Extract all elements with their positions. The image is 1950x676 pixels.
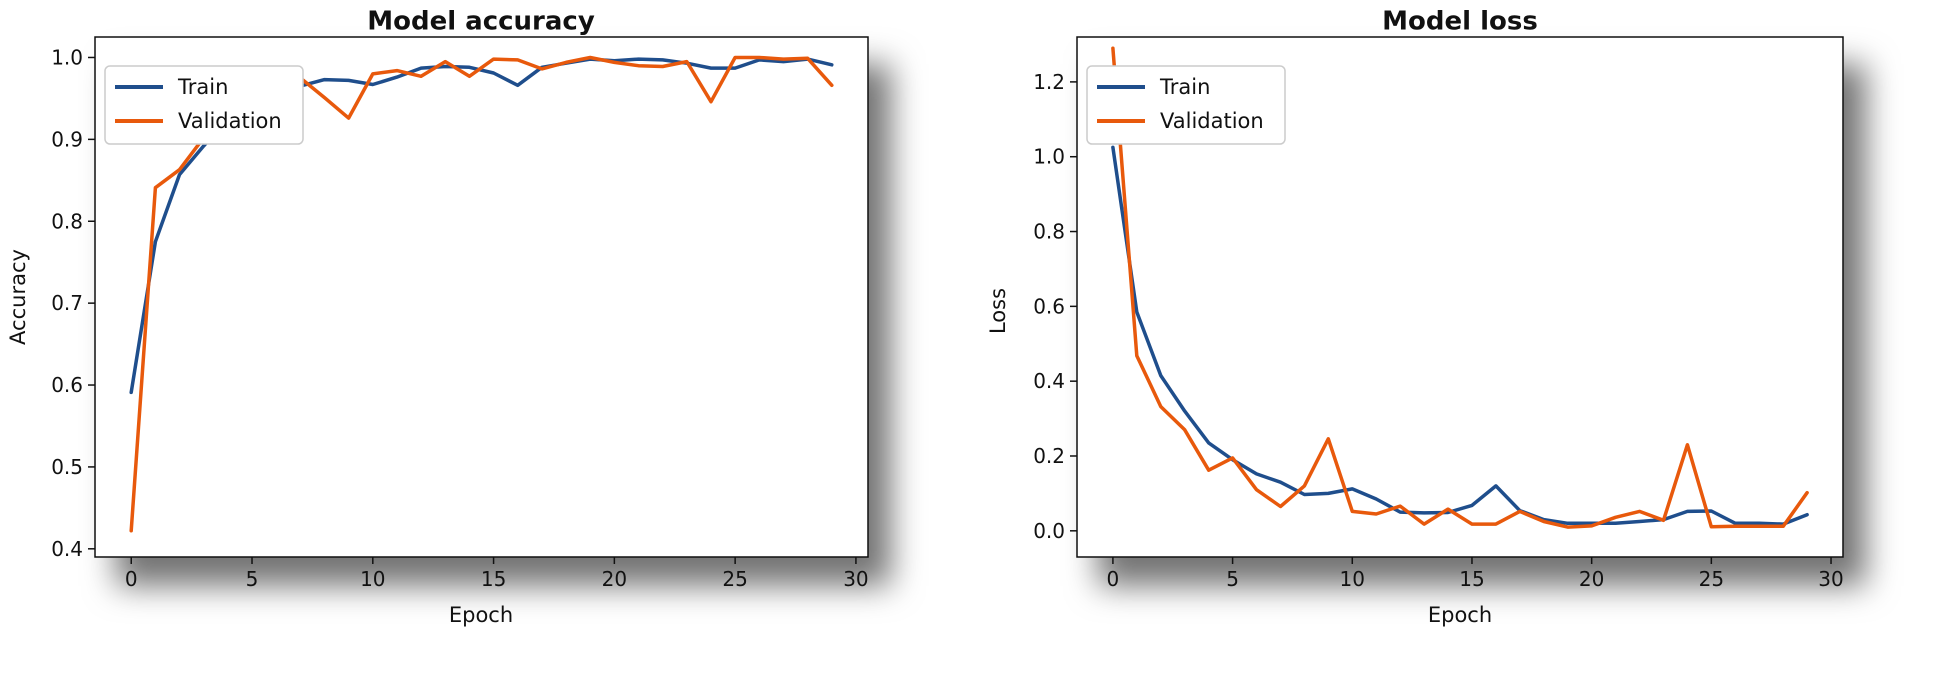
accuracy-y-tick-label: 0.8: [51, 209, 83, 233]
accuracy-x-tick-label: 25: [722, 567, 747, 591]
accuracy-x-tick-label: 15: [481, 567, 506, 591]
loss-y-ticks: 0.0 0.2 0.4 0.6 0.8 1.0 1.2: [1033, 70, 1077, 543]
loss-x-tick-label: 15: [1459, 567, 1484, 591]
accuracy-y-tick-label: 0.4: [51, 537, 83, 561]
loss-y-tick-label: 0.4: [1033, 369, 1065, 393]
loss-train-line: [1111, 145, 1809, 526]
accuracy-legend-validation-label: Validation: [178, 109, 282, 133]
accuracy-y-ticks: 0.4 0.5 0.6 0.7 0.8 0.9 1.0: [51, 45, 95, 561]
loss-x-tick-label: 5: [1226, 567, 1239, 591]
loss-x-tick-label: 10: [1340, 567, 1365, 591]
loss-x-tick-label: 20: [1579, 567, 1604, 591]
loss-validation-line: [1111, 46, 1809, 529]
accuracy-y-tick-label: 1.0: [51, 45, 83, 69]
accuracy-y-tick-label: 0.7: [51, 291, 83, 315]
loss-legend: Train Validation: [1086, 65, 1286, 145]
loss-x-axis-label: Epoch: [1428, 603, 1492, 627]
accuracy-x-tick-label: 20: [602, 567, 627, 591]
loss-y-tick-label: 0.2: [1033, 444, 1065, 468]
accuracy-y-tick-label: 0.5: [51, 455, 83, 479]
accuracy-x-tick-label: 30: [843, 567, 868, 591]
loss-legend-validation-label: Validation: [1160, 109, 1264, 133]
accuracy-legend-train-label: Train: [177, 75, 228, 99]
loss-y-tick-label: 1.2: [1033, 70, 1065, 94]
loss-lines: [1111, 46, 1809, 529]
loss-chart: Model loss 0 5 10 15 20 25 30 0.0 0.2 0.4 0.6 0.8 1…: [986, 7, 1844, 628]
accuracy-x-ticks: 0 5 10 15 20 25 30: [125, 557, 869, 591]
accuracy-x-tick-label: 5: [246, 567, 259, 591]
loss-x-tick-label: 25: [1699, 567, 1724, 591]
accuracy-chart-title: Model accuracy: [367, 7, 595, 37]
loss-y-tick-label: 0.0: [1033, 519, 1065, 543]
accuracy-chart: Model accuracy 0 5 10 15 20 25 30 0.4 0.5 0.6 0.7…: [6, 7, 869, 627]
loss-x-tick-label: 0: [1107, 567, 1120, 591]
loss-y-tick-label: 1.0: [1033, 145, 1065, 169]
loss-x-tick-label: 30: [1818, 567, 1843, 591]
loss-legend-train-label: Train: [1159, 75, 1210, 99]
accuracy-x-tick-label: 0: [125, 567, 138, 591]
accuracy-x-tick-label: 10: [360, 567, 385, 591]
loss-y-axis-label: Loss: [986, 288, 1010, 334]
loss-y-tick-label: 0.8: [1033, 220, 1065, 244]
accuracy-y-tick-label: 0.9: [51, 127, 83, 151]
accuracy-legend: Train Validation: [104, 65, 304, 145]
accuracy-x-axis-label: Epoch: [449, 603, 513, 627]
loss-y-tick-label: 0.6: [1033, 294, 1065, 318]
loss-chart-title: Model loss: [1382, 7, 1538, 37]
loss-x-ticks: 0 5 10 15 20 25 30: [1107, 557, 1844, 591]
accuracy-y-tick-label: 0.6: [51, 373, 83, 397]
accuracy-y-axis-label: Accuracy: [6, 249, 30, 345]
